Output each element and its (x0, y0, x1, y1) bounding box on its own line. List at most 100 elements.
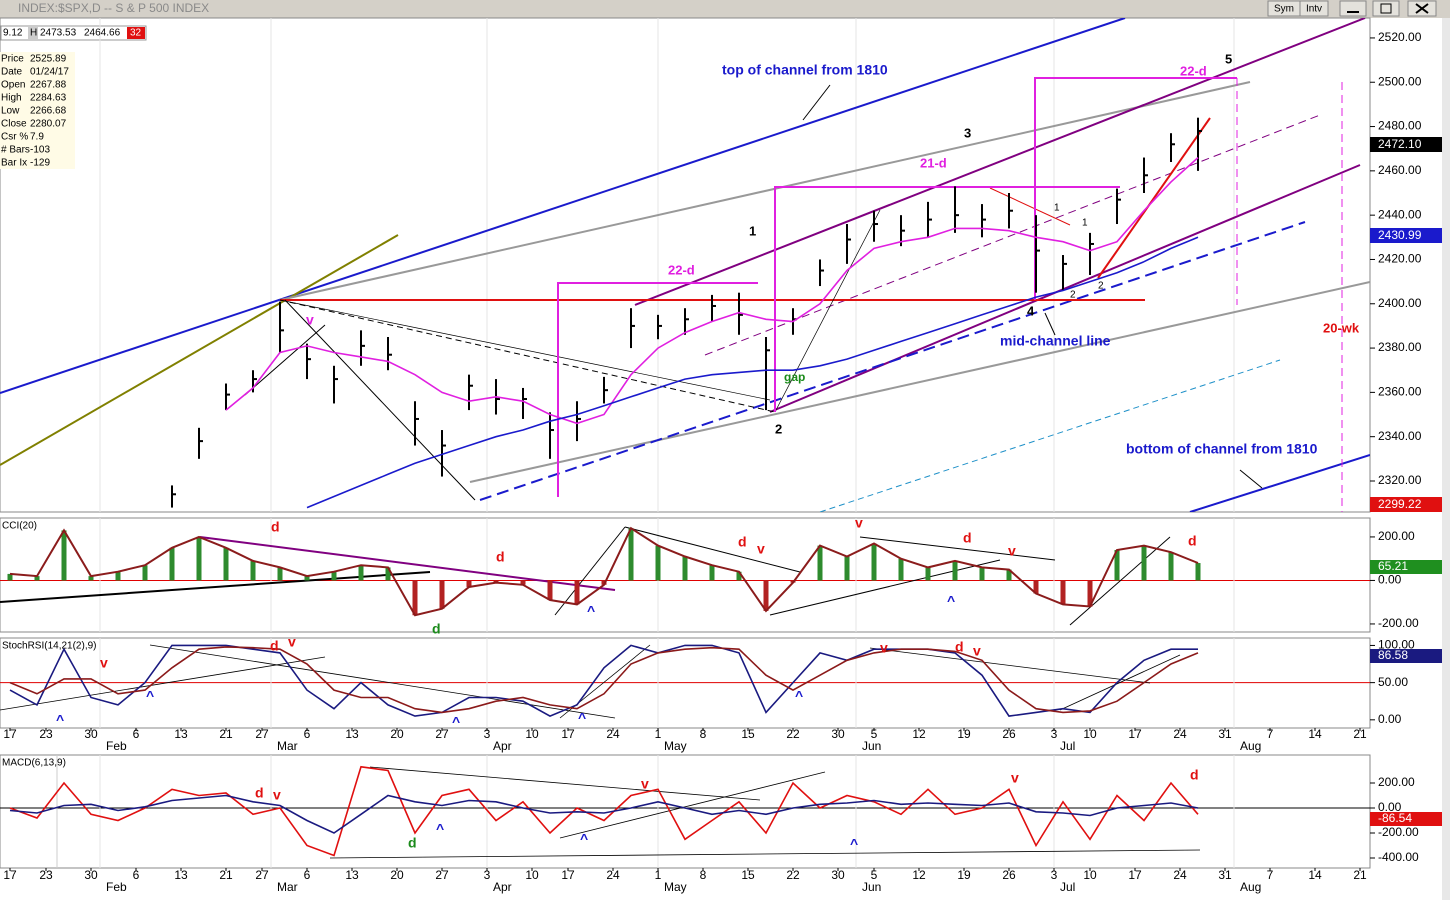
y-tick-label: 2500.00 (1378, 74, 1422, 88)
x-tick-label: 26 (1002, 727, 1016, 741)
last-macd-box (1370, 812, 1442, 826)
trend-line (624, 526, 801, 573)
month-label: Jun (862, 880, 881, 894)
data-window-label: Low (1, 106, 20, 117)
data-marks (7, 117, 1202, 857)
macd-drawings (56, 755, 1201, 868)
cci-bar (655, 545, 661, 581)
data-window-label: Date (1, 67, 23, 78)
close-icon (1415, 3, 1429, 14)
x-tick-label: 10 (1083, 727, 1097, 741)
x-tick-label: 14 (1308, 868, 1322, 882)
mid-channel (704, 114, 1321, 356)
x-tick-label: 31 (1218, 727, 1232, 741)
annotation: ^ (146, 688, 154, 704)
trend-line (149, 644, 616, 719)
x-tick-label: 17 (3, 868, 17, 882)
trend-line (0, 234, 399, 466)
cci-bar (61, 530, 67, 581)
trend-line (559, 771, 826, 839)
trend-line (279, 81, 1251, 301)
minimize-button[interactable] (1339, 0, 1367, 17)
cci-bar (1006, 569, 1012, 581)
series-line (9, 644, 1198, 717)
annotation: d (432, 621, 441, 637)
window-title: INDEX:$SPX,D -- S & P 500 INDEX (18, 1, 209, 15)
last-macd: -86.54 (1378, 811, 1412, 825)
trend-line (284, 299, 476, 501)
y-tick-label: -200.00 (1378, 616, 1419, 630)
cci-bar (1087, 580, 1093, 607)
quote-value: H (30, 28, 37, 39)
cci-bar (1060, 580, 1066, 605)
x-tick-label: 8 (700, 868, 707, 882)
trend-line (869, 647, 1151, 684)
cci-bar (1033, 580, 1039, 594)
x-tick-label: 1 (655, 868, 662, 882)
pointer (1239, 469, 1263, 489)
trend-line (769, 164, 1361, 413)
annotation: d (738, 534, 747, 550)
x-tick-label: 10 (525, 868, 539, 882)
annotation: ^ (580, 831, 588, 847)
month-label: Feb (106, 739, 127, 753)
cci-bar (871, 543, 877, 581)
cci-bar (682, 556, 688, 581)
annotation: ^ (436, 821, 444, 837)
intv-button[interactable] (1299, 0, 1329, 17)
x-tick-label: 17 (1128, 727, 1142, 741)
annotation: top of channel from 1810 (722, 62, 888, 78)
annotation: d (963, 530, 972, 546)
month-label: May (664, 880, 687, 894)
y-tick-label: 2460.00 (1378, 163, 1422, 177)
series-line (9, 765, 1199, 857)
last-cci: 65.21 (1378, 559, 1408, 573)
last-ma: 2430.99 (1378, 228, 1422, 242)
annotation: v (100, 655, 108, 671)
annotation: ^ (795, 688, 803, 704)
scrollbar[interactable] (1442, 18, 1450, 900)
x-tick-label: 7 (1267, 727, 1274, 741)
x-tick-label: 3 (1051, 868, 1058, 882)
x-tick-label: 20 (390, 868, 404, 882)
trend-line (279, 299, 771, 401)
series-line (9, 646, 1199, 714)
annotation: 1 (749, 223, 756, 238)
x-tick-label: 20 (390, 727, 404, 741)
y-tick-label: 2420.00 (1378, 252, 1422, 266)
data-window-label: Open (1, 80, 25, 91)
x-tick-label: 19 (957, 868, 971, 882)
annotation: d (955, 639, 964, 655)
data-window-value: -103 (30, 145, 50, 156)
cci-bar (1168, 552, 1174, 581)
pointer (1044, 312, 1056, 336)
data-window-label: Csr % (1, 132, 28, 143)
intv-label[interactable]: Intv (1306, 4, 1322, 15)
trend-line (634, 18, 1366, 306)
x-tick-label: 21 (1353, 727, 1367, 741)
maximize-button[interactable] (1372, 0, 1400, 17)
x-tick-label: 22 (786, 868, 800, 882)
annotation: v (1008, 543, 1016, 559)
x-tick-label: 5 (871, 727, 878, 741)
x-tick-label: 31 (1218, 868, 1232, 882)
annotation: 22-d (1180, 63, 1207, 78)
data-window-value: 01/24/17 (30, 67, 69, 78)
x-tick-label: 13 (174, 727, 188, 741)
series-line (9, 794, 1199, 834)
trend-line (989, 187, 1071, 226)
data-window-label: Bar Ix (1, 158, 27, 169)
data-window-value: 7.9 (30, 132, 44, 143)
pointer (802, 84, 831, 121)
sym-label[interactable]: Sym (1274, 4, 1294, 15)
x-tick-label: 17 (3, 727, 17, 741)
annotation: d (270, 638, 279, 654)
cci-bar (115, 571, 121, 581)
cci-bar (196, 536, 202, 581)
title-bar (0, 0, 1450, 18)
cci-bar (952, 560, 958, 581)
last-ma-box (1370, 228, 1442, 243)
x-tick-label: 24 (606, 727, 620, 741)
annotation: v (973, 643, 981, 659)
y-tick-label: 200.00 (1378, 529, 1415, 543)
